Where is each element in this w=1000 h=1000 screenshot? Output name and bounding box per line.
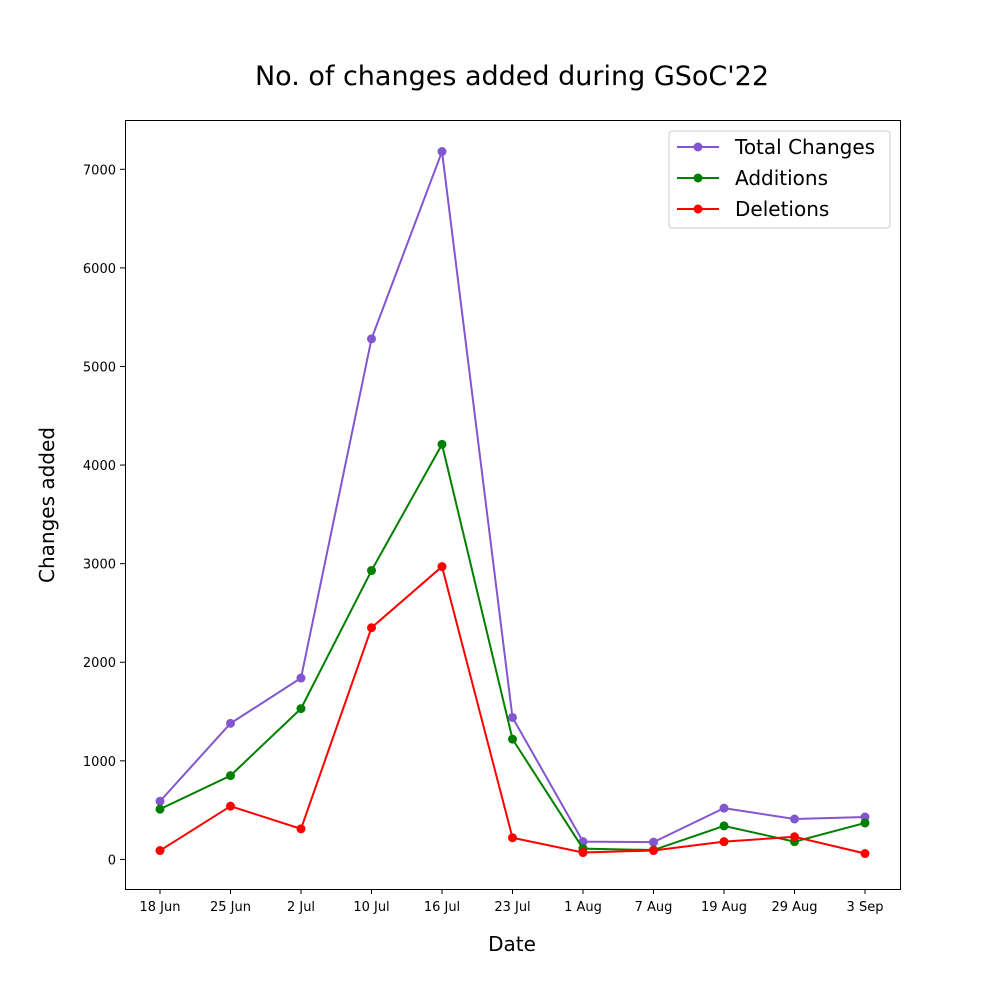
data-point xyxy=(649,846,658,856)
x-tick-label: 29 Aug xyxy=(771,900,817,915)
x-tick-label: 1 Aug xyxy=(564,900,602,915)
legend-item: Total Changes xyxy=(677,135,875,159)
data-point xyxy=(226,801,235,811)
series-additions xyxy=(155,439,870,855)
data-point xyxy=(437,439,447,449)
series-line xyxy=(159,441,866,852)
y-tick-label: 7000 xyxy=(83,163,116,178)
chart-title: No. of changes added during GSoC'22 xyxy=(255,61,769,92)
data-point xyxy=(437,562,447,572)
data-point xyxy=(296,704,306,714)
legend-label: Deletions xyxy=(735,197,829,221)
legend-marker xyxy=(693,204,703,214)
legend-label: Additions xyxy=(735,166,828,190)
legend: Total Changes Additions Deletions xyxy=(668,130,891,229)
legend-frame xyxy=(668,130,891,229)
y-tick-label: 3000 xyxy=(83,558,116,573)
data-point xyxy=(578,848,588,858)
x-axis-label: Date xyxy=(488,932,536,956)
y-tick-label: 5000 xyxy=(83,360,116,375)
x-tick-label: 19 Aug xyxy=(701,900,747,915)
data-point xyxy=(719,803,729,813)
x-tick-label: 7 Aug xyxy=(635,900,673,915)
data-point xyxy=(790,814,799,824)
x-axis: 18 Jun 25 Jun 2 Jul 10 Jul 16 Jul 23 Jul 1 Aug… xyxy=(140,889,884,915)
data-point xyxy=(508,734,517,744)
data-point xyxy=(649,837,658,847)
legend-marker xyxy=(693,173,703,183)
x-tick-label: 25 Jun xyxy=(210,900,251,915)
y-tick-label: 4000 xyxy=(83,459,116,474)
data-point xyxy=(155,846,165,856)
plot-frame xyxy=(125,120,901,890)
data-point xyxy=(860,849,870,859)
data-point xyxy=(719,821,729,831)
data-point xyxy=(296,673,306,683)
data-point xyxy=(719,837,729,847)
y-tick-label: 0 xyxy=(108,853,116,868)
data-point xyxy=(367,623,376,633)
data-point xyxy=(508,712,517,722)
data-point xyxy=(226,771,235,781)
series-deletions xyxy=(155,562,870,859)
y-tick-label: 2000 xyxy=(83,656,116,671)
series-total-changes xyxy=(155,147,870,847)
x-tick-label: 3 Sep xyxy=(847,900,884,915)
y-axis-label: Changes added xyxy=(35,427,59,583)
data-point xyxy=(367,334,376,344)
legend-item: Deletions xyxy=(677,197,829,221)
y-tick-label: 1000 xyxy=(83,755,116,770)
x-tick-label: 23 Jul xyxy=(494,900,530,915)
legend-item: Additions xyxy=(677,166,828,190)
y-axis: 0 1000 2000 3000 4000 5000 6000 7000 xyxy=(83,163,125,868)
data-point xyxy=(226,718,235,728)
plot-area xyxy=(155,147,870,859)
data-point xyxy=(860,818,870,828)
legend-marker xyxy=(693,142,703,152)
legend-label: Total Changes xyxy=(734,135,875,159)
data-point xyxy=(437,147,447,157)
data-point xyxy=(155,796,165,806)
x-tick-label: 16 Jul xyxy=(424,900,460,915)
y-tick-label: 6000 xyxy=(83,262,116,277)
data-point xyxy=(367,566,376,576)
data-point xyxy=(508,833,517,843)
data-point xyxy=(155,804,165,814)
x-tick-label: 2 Jul xyxy=(287,900,315,915)
x-tick-label: 18 Jun xyxy=(140,900,181,915)
data-point xyxy=(296,824,306,834)
data-point xyxy=(790,832,799,842)
x-tick-label: 10 Jul xyxy=(353,900,389,915)
